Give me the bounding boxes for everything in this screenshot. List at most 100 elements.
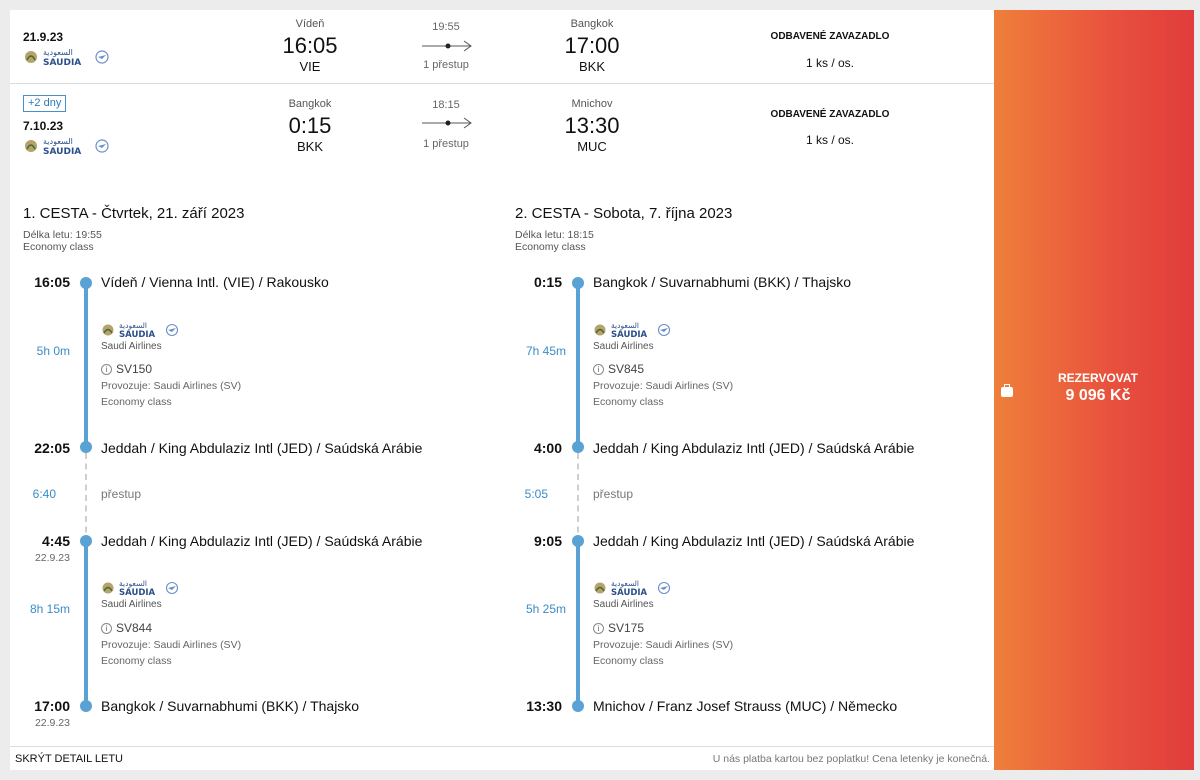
route-arrow-icon bbox=[422, 117, 472, 129]
segment-duration: 8h 15m bbox=[29, 602, 70, 616]
payment-note: U nás platba kartou bez poplatku! Cena l… bbox=[712, 753, 990, 765]
svg-text:السعودية: السعودية bbox=[43, 48, 73, 57]
segment-flight: i SV175 bbox=[593, 621, 644, 635]
stop-time: 16:05 bbox=[34, 274, 70, 290]
segment-class: Economy class bbox=[593, 655, 664, 667]
timeline-segment-line bbox=[84, 283, 88, 447]
svg-text:السعودية: السعودية bbox=[119, 321, 147, 330]
book-button[interactable]: REZERVOVAT 9 096 Kč bbox=[1010, 368, 1186, 412]
stop-date: 22.9.23 bbox=[34, 552, 70, 564]
card-footer: SKRÝT DETAIL LETU U nás platba kartou be… bbox=[10, 746, 994, 770]
summary-stops: 1 přestup bbox=[423, 138, 469, 150]
transfer-duration: 6:40 bbox=[32, 487, 56, 501]
svg-text:SAUDIA: SAUDIA bbox=[611, 330, 648, 340]
summary-arrival-time: 17:00 bbox=[564, 33, 620, 58]
flight-number: SV845 bbox=[608, 362, 645, 376]
svg-text:SAUDIA: SAUDIA bbox=[43, 147, 81, 157]
segment-flight: i SV844 bbox=[101, 621, 152, 635]
segment-duration: 7h 45m bbox=[525, 344, 566, 358]
saudia-logo: السعودية SAUDIA bbox=[102, 321, 179, 340]
stop-time: 13:30 bbox=[526, 698, 562, 714]
summary-from-city: Vídeň bbox=[295, 18, 325, 30]
leg-class: Economy class bbox=[23, 241, 94, 253]
baggage-value: 1 ks / os. bbox=[805, 56, 855, 70]
flight-number: SV150 bbox=[116, 362, 153, 376]
segment-airline: Saudi Airlines bbox=[593, 599, 654, 610]
info-icon[interactable]: i bbox=[101, 622, 112, 634]
segment-operator: Provozuje: Saudi Airlines (SV) bbox=[593, 639, 734, 651]
segment-airline: Saudi Airlines bbox=[101, 599, 162, 610]
timeline-segment-line bbox=[576, 541, 580, 707]
summary-duration: 18:15 bbox=[432, 99, 460, 111]
book-label: REZERVOVAT bbox=[1057, 371, 1138, 385]
info-icon[interactable]: i bbox=[593, 622, 604, 634]
summary-from-code: VIE bbox=[299, 59, 321, 74]
timeline-segment-line bbox=[576, 283, 580, 447]
leg-title: 1. CESTA - Čtvrtek, 21. září 2023 bbox=[23, 205, 245, 222]
leg-title: 2. CESTA - Sobota, 7. října 2023 bbox=[515, 205, 733, 222]
transfer-label: přestup bbox=[101, 487, 142, 501]
leg-duration: Délka letu: 18:15 bbox=[515, 229, 594, 241]
summary-from-city: Bangkok bbox=[288, 98, 332, 110]
svg-text:SAUDIA: SAUDIA bbox=[119, 330, 156, 340]
timeline-dot bbox=[80, 441, 92, 453]
summary-stops: 1 přestup bbox=[423, 59, 469, 71]
leg-duration: Délka letu: 19:55 bbox=[23, 229, 102, 241]
segment-operator: Provozuje: Saudi Airlines (SV) bbox=[101, 639, 242, 651]
stop-time: 0:15 bbox=[533, 274, 562, 290]
timeline-dot bbox=[80, 277, 92, 289]
timeline-segment-line bbox=[84, 541, 88, 707]
stop-date: 22.9.23 bbox=[34, 717, 70, 729]
segment-operator: Provozuje: Saudi Airlines (SV) bbox=[593, 380, 734, 392]
booking-panel[interactable] bbox=[994, 10, 1194, 770]
summary-to-code: BKK bbox=[578, 59, 605, 74]
svg-text:السعودية: السعودية bbox=[119, 579, 147, 588]
stop-place: Jeddah / King Abdulaziz Intl (JED) / Saú… bbox=[101, 533, 423, 549]
book-price: 9 096 Kč bbox=[1065, 387, 1131, 404]
flight-number: SV844 bbox=[116, 621, 153, 635]
summary-to-city: Bangkok bbox=[570, 18, 614, 30]
segment-class: Economy class bbox=[593, 396, 664, 408]
svg-text:SAUDIA: SAUDIA bbox=[119, 588, 156, 598]
svg-text:السعودية: السعودية bbox=[611, 579, 639, 588]
saudia-logo: السعودية SAUDIA bbox=[25, 137, 109, 157]
flight-number: SV175 bbox=[608, 621, 645, 635]
svg-text:SAUDIA: SAUDIA bbox=[611, 588, 648, 598]
svg-text:السعودية: السعودية bbox=[43, 137, 73, 146]
baggage-title: ODBAVENÉ ZAVAZADLO bbox=[770, 31, 890, 42]
stop-time: 9:05 bbox=[533, 533, 562, 549]
segment-flight: i SV845 bbox=[593, 362, 644, 376]
suitcase-icon bbox=[1001, 384, 1013, 397]
segment-class: Economy class bbox=[101, 396, 172, 408]
stop-time: 22:05 bbox=[34, 440, 70, 456]
summary-duration: 19:55 bbox=[432, 21, 460, 33]
summary-departure-time: 0:15 bbox=[288, 113, 332, 138]
summary-to-city: Mnichov bbox=[571, 98, 613, 110]
timeline-dot bbox=[80, 700, 92, 712]
info-icon[interactable]: i bbox=[101, 363, 112, 375]
flight-detail-card: 21.9.23 السعودية SAUDIA Vídeň 16:05 VIE … bbox=[10, 10, 994, 770]
segment-class: Economy class bbox=[101, 655, 172, 667]
summary-row-return: +2 dny 7.10.23 السعودية SAUDIA Bangkok 0… bbox=[10, 85, 994, 159]
saudia-logo: السعودية SAUDIA bbox=[102, 579, 179, 598]
summary-date: 21.9.23 bbox=[23, 30, 64, 44]
stop-place: Jeddah / King Abdulaziz Intl (JED) / Saú… bbox=[593, 440, 915, 456]
segment-operator: Provozuje: Saudi Airlines (SV) bbox=[101, 380, 242, 392]
summary-departure-time: 16:05 bbox=[282, 33, 338, 58]
stop-place: Bangkok / Suvarnabhumi (BKK) / Thajsko bbox=[593, 274, 852, 290]
route-arrow-icon bbox=[422, 40, 472, 52]
leg-class: Economy class bbox=[515, 241, 586, 253]
timeline-dot bbox=[572, 277, 584, 289]
summary-row-outbound: 21.9.23 السعودية SAUDIA Vídeň 16:05 VIE … bbox=[10, 10, 994, 84]
segment-airline: Saudi Airlines bbox=[101, 341, 162, 352]
timeline-dot bbox=[572, 535, 584, 547]
stop-time: 4:45 bbox=[41, 533, 70, 549]
info-icon[interactable]: i bbox=[593, 363, 604, 375]
stop-place: Mnichov / Franz Josef Strauss (MUC) / Ně… bbox=[593, 698, 898, 714]
saudia-logo: السعودية SAUDIA bbox=[25, 48, 109, 68]
baggage-value: 1 ks / os. bbox=[805, 133, 855, 147]
stop-place: Bangkok / Suvarnabhumi (BKK) / Thajsko bbox=[101, 698, 360, 714]
timeline-transfer-line bbox=[85, 453, 87, 543]
timeline-transfer-line bbox=[577, 453, 579, 543]
hide-detail-link[interactable]: SKRÝT DETAIL LETU bbox=[15, 753, 123, 765]
